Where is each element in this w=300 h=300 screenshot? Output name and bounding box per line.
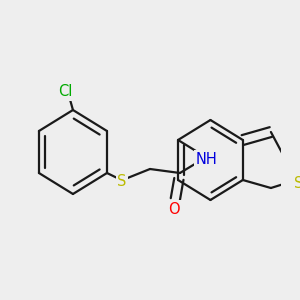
Text: NH: NH	[195, 152, 217, 166]
Text: Cl: Cl	[58, 85, 73, 100]
Text: S: S	[294, 176, 300, 190]
Text: O: O	[169, 202, 180, 217]
Text: S: S	[117, 173, 127, 188]
